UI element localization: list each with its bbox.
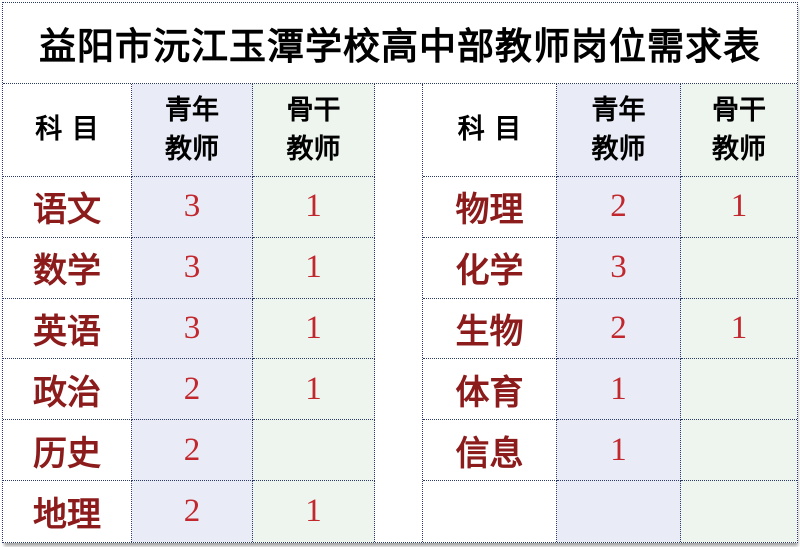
young-count-cell: 3 [132, 177, 253, 238]
subject-cell: 化学 [423, 237, 557, 299]
subject-cell: 信息 [423, 420, 557, 482]
young-count-cell: 2 [132, 420, 253, 482]
subject-cell: 地理 [3, 481, 132, 542]
backbone-count-cell: 1 [253, 359, 375, 421]
young-count-cell: 2 [557, 298, 681, 360]
young-count-cell: 1 [557, 359, 681, 421]
young-count-cell: 3 [132, 298, 253, 360]
subject-cell: 体育 [423, 359, 557, 421]
right-header-young-teachers: 青年 教师 [557, 84, 681, 177]
right-header-subject: 科目 [423, 84, 557, 177]
subject-cell: 语文 [3, 177, 132, 238]
young-count-cell: 2 [132, 359, 253, 421]
page-title: 益阳市沅江玉潭学校高中部教师岗位需求表 [39, 27, 761, 68]
young-count-cell: 1 [557, 420, 681, 482]
subject-cell: 历史 [3, 420, 132, 482]
young-count-cell: 2 [557, 177, 681, 238]
young-count-cell: 3 [557, 237, 681, 299]
requirements-table: 科目 青年 教师 骨干 教师 科目 青年 教师 骨干 教师 语文 3 1 物理 … [3, 83, 797, 542]
left-header-backbone-teachers: 骨干 教师 [253, 84, 375, 177]
left-header-subject: 科目 [3, 84, 132, 177]
subject-cell: 物理 [423, 177, 557, 238]
young-count-cell: 2 [132, 481, 253, 542]
young-count-cell [557, 481, 681, 542]
backbone-count-cell: 1 [253, 298, 375, 360]
subject-cell: 政治 [3, 359, 132, 421]
subject-cell: 数学 [3, 237, 132, 299]
left-header-young-teachers: 青年 教师 [132, 84, 253, 177]
backbone-count-cell: 1 [681, 298, 797, 360]
backbone-count-cell [253, 420, 375, 482]
backbone-count-cell [681, 481, 797, 542]
table-gap-column [375, 84, 423, 542]
backbone-count-cell: 1 [253, 237, 375, 299]
subject-cell: 英语 [3, 298, 132, 360]
subject-cell [423, 481, 557, 542]
backbone-count-cell: 1 [681, 177, 797, 238]
backbone-count-cell [681, 359, 797, 421]
backbone-count-cell: 1 [253, 481, 375, 542]
young-count-cell: 3 [132, 237, 253, 299]
subject-cell: 生物 [423, 298, 557, 360]
backbone-count-cell [681, 237, 797, 299]
backbone-count-cell: 1 [253, 177, 375, 238]
backbone-count-cell [681, 420, 797, 482]
right-header-backbone-teachers: 骨干 教师 [681, 84, 797, 177]
